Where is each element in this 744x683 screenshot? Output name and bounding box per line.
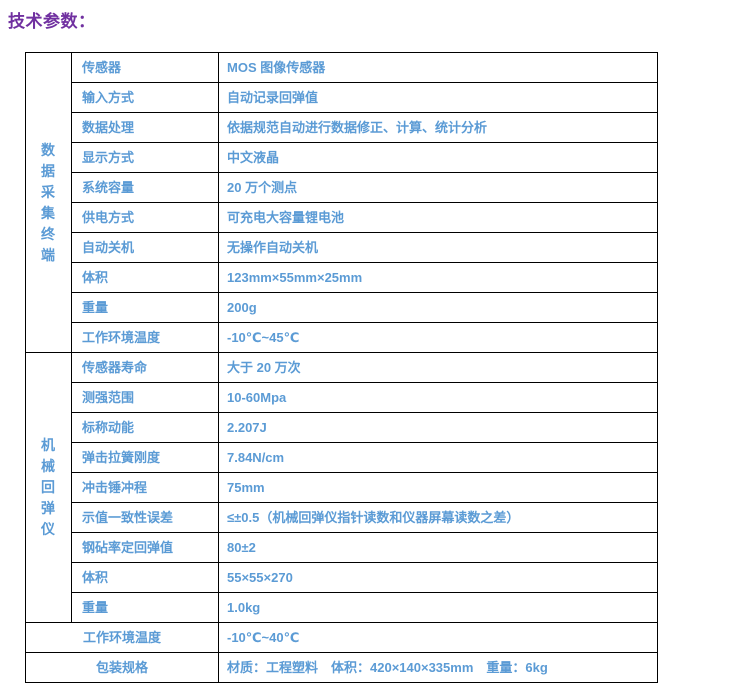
- spec-value: 依据规范自动进行数据修正、计算、统计分析: [218, 112, 658, 143]
- table-row: 示值一致性误差 ≤±0.5（机械回弹仪指针读数和仪器屏幕读数之差）: [26, 502, 658, 533]
- table-row: 冲击锤冲程 75mm: [26, 472, 658, 503]
- spec-value: ≤±0.5（机械回弹仪指针读数和仪器屏幕读数之差）: [218, 502, 658, 533]
- table-row: 显示方式 中文液晶: [26, 142, 658, 173]
- spec-value: 10-60Mpa: [218, 382, 658, 413]
- spec-value: 大于 20 万次: [218, 352, 658, 383]
- spec-label: 工作环境温度: [71, 322, 219, 353]
- page-root: 技术参数： 数 据 采 集 终 端 传感器 MOS 图像传感器: [8, 12, 658, 683]
- table-row: 体积 55×55×270: [26, 562, 658, 593]
- group-char: 回: [41, 479, 56, 495]
- spec-value: MOS 图像传感器: [218, 52, 658, 83]
- spec-label: 自动关机: [71, 232, 219, 263]
- spec-label: 标称动能: [71, 412, 219, 443]
- spec-label: 重量: [71, 592, 219, 623]
- spec-value: 无操作自动关机: [218, 232, 658, 263]
- table-row: 机 械 回 弹 仪 传感器寿命 大于 20 万次: [25, 352, 658, 623]
- table-body: 数 据 采 集 终 端 传感器 MOS 图像传感器 输入方式 自动记录回弹值 数…: [25, 52, 658, 683]
- spec-label: 弹击拉簧刚度: [71, 442, 219, 473]
- spec-value: 中文液晶: [218, 142, 658, 173]
- spec-label: 工作环境温度: [25, 622, 219, 653]
- spec-value: 自动记录回弹值: [218, 82, 658, 113]
- spec-value: -10℃~45℃: [218, 322, 658, 353]
- spec-value: -10℃~40℃: [218, 622, 658, 653]
- group-cell-rebound-hammer: 机 械 回 弹 仪: [25, 352, 72, 623]
- spec-value: 2.207J: [218, 412, 658, 443]
- group-char: 机: [41, 437, 56, 453]
- table-row: 工作环境温度 -10℃~45℃: [26, 322, 658, 353]
- table-row: 重量 200g: [26, 292, 658, 323]
- spec-label: 显示方式: [71, 142, 219, 173]
- table-row: 输入方式 自动记录回弹值: [26, 82, 658, 113]
- table-row: 供电方式 可充电大容量锂电池: [26, 202, 658, 233]
- group-char: 弹: [41, 500, 56, 516]
- spec-value: 可充电大容量锂电池: [218, 202, 658, 233]
- spec-label: 示值一致性误差: [71, 502, 219, 533]
- table-row: 包装规格 材质：工程塑料 体积：420×140×335mm 重量：6kg: [25, 652, 658, 683]
- table-row: 钢砧率定回弹值 80±2: [26, 532, 658, 563]
- spec-label: 系统容量: [71, 172, 219, 203]
- table-row: 体积 123mm×55mm×25mm: [26, 262, 658, 293]
- group-char: 集: [41, 204, 56, 221]
- spec-value: 123mm×55mm×25mm: [218, 262, 658, 293]
- group-char: 数: [41, 141, 56, 158]
- spec-label: 传感器寿命: [71, 352, 219, 383]
- group-char: 仪: [41, 521, 56, 537]
- table-row: 系统容量 20 万个测点: [26, 172, 658, 203]
- spec-label: 钢砧率定回弹值: [71, 532, 219, 563]
- spec-label: 冲击锤冲程: [71, 472, 219, 503]
- spec-label: 体积: [71, 262, 219, 293]
- technical-specs-table: 数 据 采 集 终 端 传感器 MOS 图像传感器 输入方式 自动记录回弹值 数…: [25, 52, 658, 683]
- table-row: 标称动能 2.207J: [26, 412, 658, 443]
- page-title: 技术参数：: [8, 12, 96, 31]
- table-row: 工作环境温度 -10℃~40℃: [25, 622, 658, 653]
- spec-label: 数据处理: [71, 112, 219, 143]
- group-char: 采: [41, 183, 56, 200]
- group-char: 械: [41, 458, 56, 474]
- group-char: 终: [41, 225, 56, 242]
- group-char: 端: [41, 246, 56, 263]
- spec-value: 1.0kg: [218, 592, 658, 623]
- table-row: 弹击拉簧刚度 7.84N/cm: [26, 442, 658, 473]
- spec-value: 200g: [218, 292, 658, 323]
- spec-label: 输入方式: [71, 82, 219, 113]
- spec-label: 体积: [71, 562, 219, 593]
- spec-label: 供电方式: [71, 202, 219, 233]
- spec-value: 材质：工程塑料 体积：420×140×335mm 重量：6kg: [218, 652, 658, 683]
- table-row: 测强范围 10-60Mpa: [26, 382, 658, 413]
- spec-value: 20 万个测点: [218, 172, 658, 203]
- spec-label: 重量: [71, 292, 219, 323]
- table-row: 自动关机 无操作自动关机: [26, 232, 658, 263]
- group-char: 据: [41, 162, 56, 179]
- spec-label: 传感器: [71, 52, 219, 83]
- table-row: 重量 1.0kg: [26, 592, 658, 623]
- spec-value: 75mm: [218, 472, 658, 503]
- group-cell-data-terminal: 数 据 采 集 终 端: [25, 52, 72, 353]
- spec-value: 7.84N/cm: [218, 442, 658, 473]
- spec-label: 测强范围: [71, 382, 219, 413]
- table-row: 数 据 采 集 终 端 传感器 MOS 图像传感器: [25, 52, 658, 353]
- spec-value: 80±2: [218, 532, 658, 563]
- spec-value: 55×55×270: [218, 562, 658, 593]
- spec-label: 包装规格: [25, 652, 219, 683]
- table-row: 数据处理 依据规范自动进行数据修正、计算、统计分析: [26, 112, 658, 143]
